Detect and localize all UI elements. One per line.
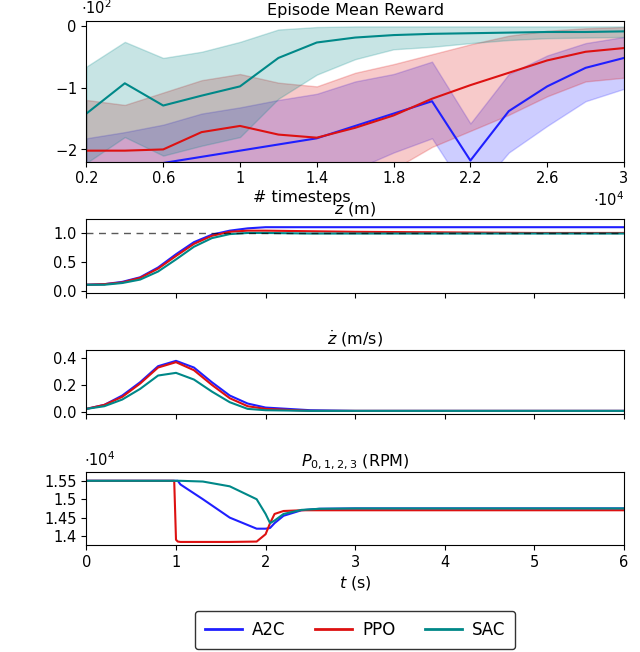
Legend: A2C, PPO, SAC: A2C, PPO, SAC — [195, 611, 515, 649]
Text: $\cdot10^4$: $\cdot10^4$ — [84, 451, 115, 469]
Title: Episode Mean Reward: Episode Mean Reward — [267, 3, 444, 18]
Text: $\cdot10^4$: $\cdot10^4$ — [593, 190, 624, 209]
Text: $\cdot10^2$: $\cdot10^2$ — [81, 0, 112, 17]
X-axis label: # timesteps: # timesteps — [253, 190, 350, 205]
Title: $P_{0,1,2,3}$ (RPM): $P_{0,1,2,3}$ (RPM) — [301, 452, 410, 471]
Title: $\dot{z}$ (m/s): $\dot{z}$ (m/s) — [327, 329, 383, 349]
X-axis label: $t$ (s): $t$ (s) — [339, 574, 372, 592]
Title: $z$ (m): $z$ (m) — [334, 200, 376, 218]
